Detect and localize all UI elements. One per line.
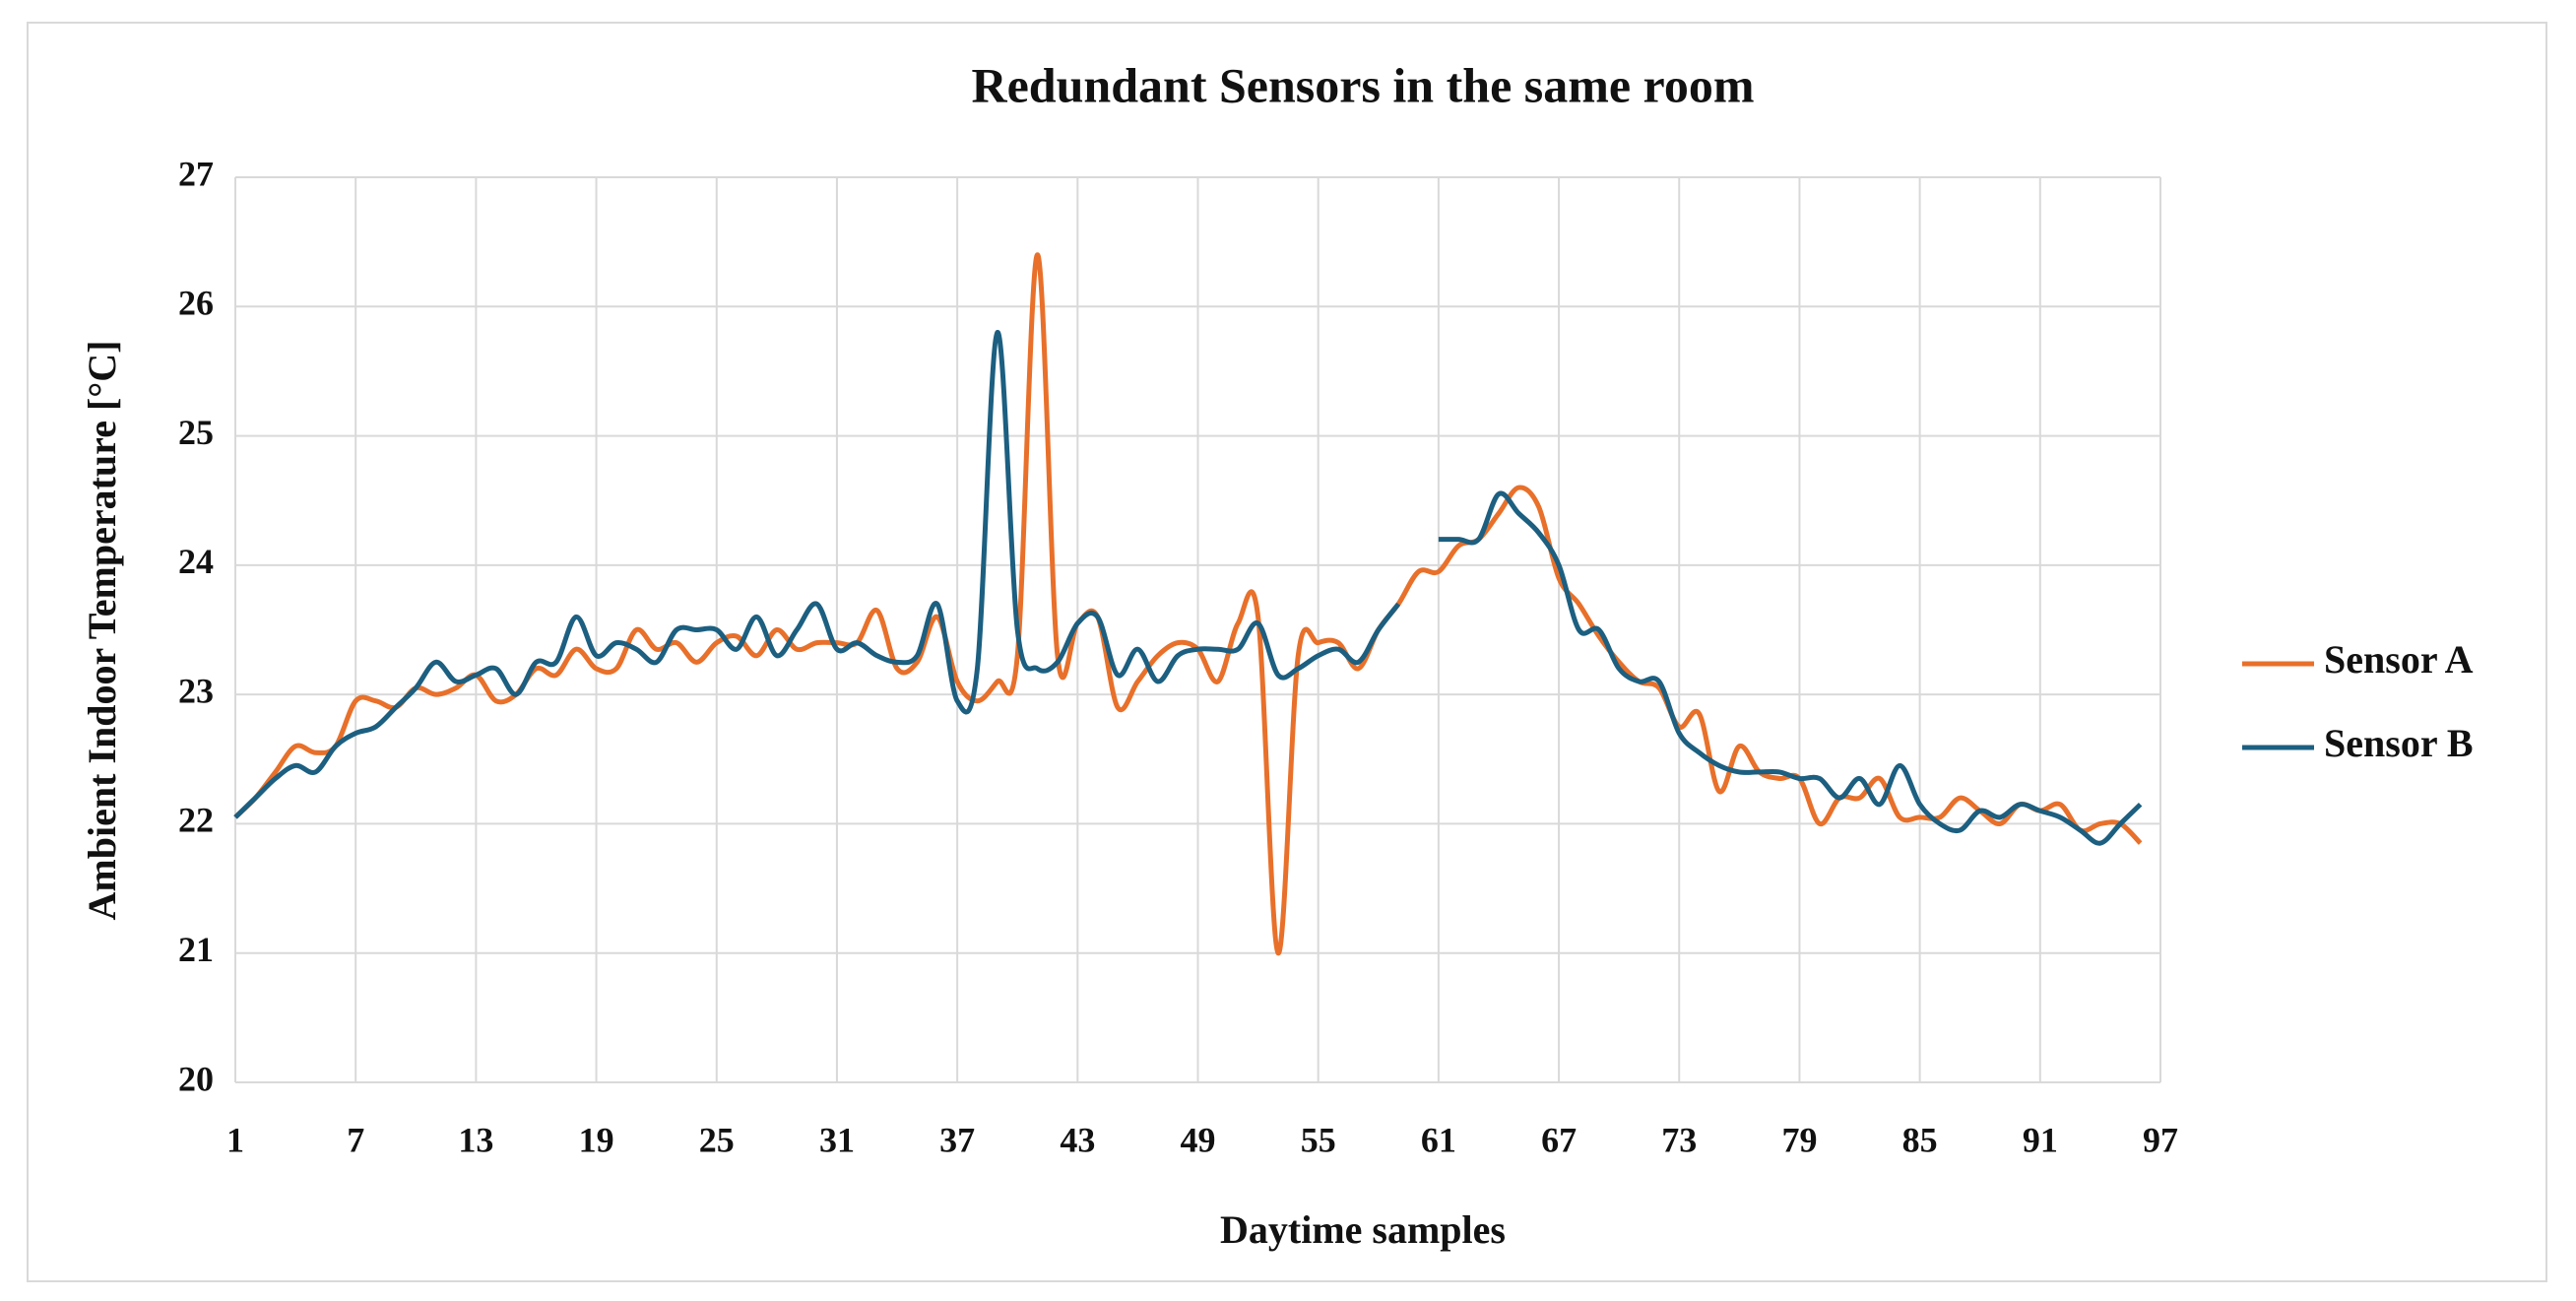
x-tick-label: 67	[1541, 1120, 1577, 1159]
x-tick-label: 25	[699, 1120, 735, 1159]
y-tick-label: 27	[178, 154, 214, 193]
x-tick-label: 43	[1060, 1120, 1095, 1159]
x-tick-label: 31	[819, 1120, 855, 1159]
x-tick-label: 19	[579, 1120, 614, 1159]
y-axis-label: Ambient Indoor Temperature [°C]	[80, 341, 124, 921]
legend-label: Sensor B	[2324, 721, 2474, 765]
y-tick-label: 22	[178, 801, 214, 840]
y-tick-label: 24	[178, 542, 214, 581]
x-axis-label: Daytime samples	[1220, 1207, 1506, 1252]
y-tick-label: 23	[178, 671, 214, 710]
x-tick-label: 49	[1181, 1120, 1216, 1159]
legend-label: Sensor A	[2324, 637, 2474, 682]
y-tick-label: 20	[178, 1059, 214, 1098]
x-tick-label: 61	[1421, 1120, 1456, 1159]
x-tick-label: 13	[458, 1120, 493, 1159]
x-tick-label: 37	[939, 1120, 975, 1159]
y-tick-label: 21	[178, 930, 214, 969]
chart-title: Redundant Sensors in the same room	[972, 57, 1755, 112]
x-tick-label: 79	[1781, 1120, 1817, 1159]
x-tick-label: 1	[226, 1120, 244, 1159]
y-tick-label: 25	[178, 413, 214, 452]
x-tick-label: 85	[1902, 1120, 1938, 1159]
chart-frame	[27, 22, 2547, 1282]
x-tick-label: 55	[1301, 1120, 1336, 1159]
x-tick-label: 7	[347, 1120, 364, 1159]
x-tick-label: 91	[2023, 1120, 2058, 1159]
x-tick-label: 73	[1661, 1120, 1697, 1159]
data-line	[233, 330, 2143, 846]
y-tick-label: 26	[178, 284, 214, 323]
x-tick-label: 97	[2143, 1120, 2178, 1159]
